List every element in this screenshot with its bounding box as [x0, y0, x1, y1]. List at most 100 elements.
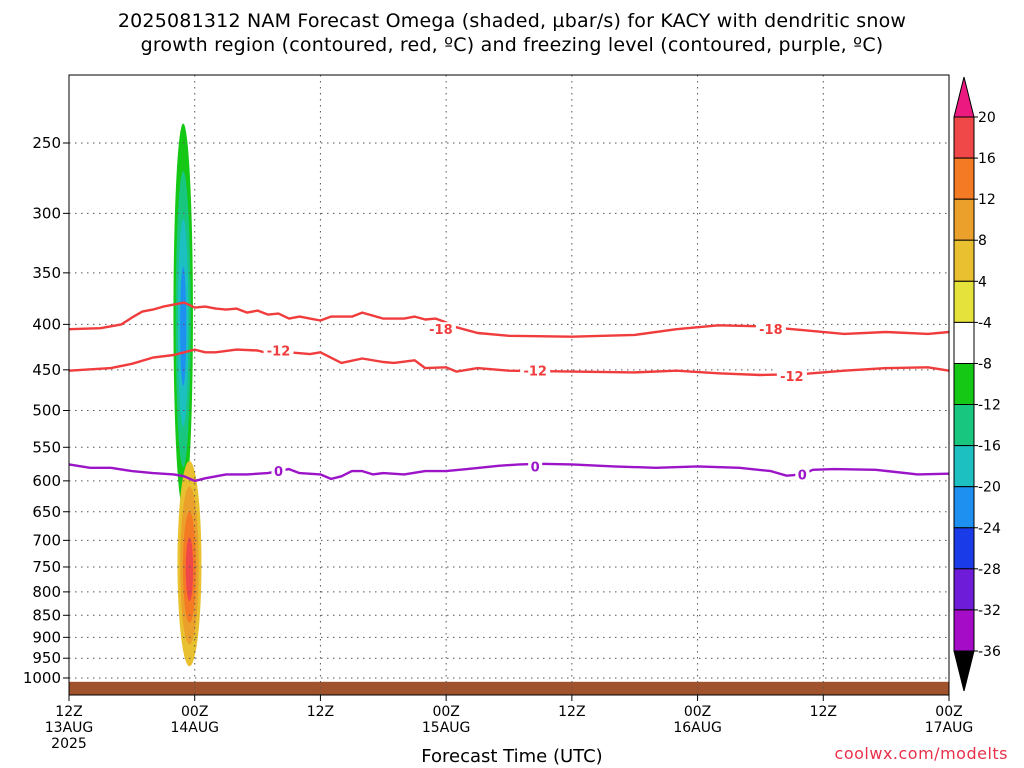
x-tick-label-h0-0: 12Z [55, 704, 82, 720]
colorbar-swatch-7 [953, 404, 975, 447]
contour-label-dgz_minus12-1: -12 [523, 365, 547, 380]
omega-band [180, 266, 187, 386]
omega-shading-layer [171, 75, 430, 669]
y-tick-label-900: 900 [32, 628, 61, 646]
x-tick-label-h12-1: 14AUG [170, 720, 219, 736]
y-tick-label-400: 400 [32, 315, 61, 333]
x-tick-label-h24-0: 12Z [307, 704, 334, 720]
colorbar-swatch-4 [953, 280, 975, 323]
contour-label-bg [795, 467, 810, 482]
colorbar-label-13: -36 [978, 644, 1001, 660]
colorbar-bottom-triangle [953, 650, 975, 692]
y-tick-label-550: 550 [32, 438, 61, 456]
y-tick-label-850: 850 [32, 606, 61, 624]
contour-label-freezing_level-1: 0 [531, 460, 540, 475]
colorbar-swatch-5 [953, 321, 975, 364]
pressure-axis: 250 300 350 400 450 500 550 600 650 700 750 800 850 9… [23, 134, 69, 687]
y-tick-label-800: 800 [32, 583, 61, 601]
contour-label-bg [271, 464, 286, 479]
colorbar-label-6: -8 [978, 356, 992, 372]
contour-label-dgz_minus18-1: -18 [759, 323, 783, 338]
contour-label-bg [263, 343, 294, 358]
x-tick-label-h36-0: 00Z [432, 704, 459, 720]
y-tick-label-500: 500 [32, 402, 61, 420]
colorbar-swatch-6 [953, 363, 975, 406]
colorbar-label-10: -24 [978, 521, 1001, 537]
colorbar-label-1: 16 [978, 151, 996, 167]
contour-label-dgz_minus12-2: -12 [780, 370, 804, 385]
colorbar-swatch-9 [953, 486, 975, 529]
x-axis-title: Forecast Time (UTC) [421, 746, 603, 767]
y-tick-label-300: 300 [32, 204, 61, 222]
x-tick-label-h60-1: 16AUG [673, 720, 722, 736]
ground-fill [69, 681, 949, 695]
colorbar: 20 16 12 8 4 -4 -8 -12 -16 -20 -24 -28 -32 -36 [953, 76, 1001, 692]
omega-cell-cell-mid-b [392, 244, 417, 444]
x-tick-label-h48-0: 12Z [558, 704, 585, 720]
chart-title-line-2: growth region (contoured, red, ºC) and f… [140, 34, 884, 56]
omega-cell-main-low-downward [177, 461, 202, 667]
x-tick-label-h36-1: 15AUG [422, 720, 471, 736]
y-tick-label-250: 250 [32, 134, 61, 152]
x-tick-label-h72-0: 12Z [810, 704, 837, 720]
contour-label-dgz_minus12-0: -12 [267, 344, 291, 359]
omega-band [185, 537, 194, 602]
chart-title-line-1: 2025081312 NAM Forecast Omega (shaded, µ… [117, 10, 907, 32]
colorbar-swatch-10 [953, 527, 975, 570]
contour-dgz_minus12 [68, 348, 950, 377]
colorbar-label-4: 4 [978, 274, 987, 290]
contour-layer: -18 -18 -12 -12 -12 0 0 0 [68, 301, 950, 483]
x-tick-label-h0-1: 13AUG [45, 720, 94, 736]
x-tick-label-h60-0: 00Z [684, 704, 711, 720]
colorbar-top-triangle [953, 76, 975, 118]
omega-cell-up-low-d [394, 624, 404, 669]
y-tick-label-1000: 1000 [23, 669, 61, 687]
colorbar-swatch-8 [953, 445, 975, 488]
colorbar-label-11: -28 [978, 562, 1001, 578]
contour-label-bg [520, 363, 551, 378]
omega-band [392, 244, 417, 444]
colorbar-label-9: -20 [978, 480, 1001, 496]
omega-band [284, 213, 294, 262]
x-tick-label-h12-0: 00Z [181, 704, 208, 720]
y-tick-label-650: 650 [32, 503, 61, 521]
colorbar-swatch-11 [953, 568, 975, 611]
colorbar-label-5: -4 [978, 315, 992, 331]
colorbar-label-3: 8 [978, 233, 987, 249]
colorbar-swatch-3 [953, 239, 975, 282]
credit-link[interactable]: coolwx.com/modelts [834, 744, 1008, 763]
contour-label-bg [528, 459, 543, 474]
contour-dgz_minus18 [68, 301, 950, 338]
y-tick-label-700: 700 [32, 531, 61, 549]
y-tick-label-350: 350 [32, 264, 61, 282]
omega-cell-main-upward-plume [171, 75, 196, 549]
y-tick-label-450: 450 [32, 361, 61, 379]
colorbar-swatch-12 [953, 609, 975, 652]
omega-band [231, 81, 242, 166]
x-tick-label-h0-2: 2025 [51, 736, 87, 752]
plot-frame [68, 74, 950, 696]
contour-label-bg [425, 322, 456, 337]
grid-layer [69, 75, 949, 695]
colorbar-label-12: -32 [978, 603, 1001, 619]
contour-label-freezing_level-2: 0 [798, 468, 807, 483]
y-tick-label-750: 750 [32, 558, 61, 576]
colorbar-swatch-2 [953, 198, 975, 241]
colorbar-swatch-1 [953, 157, 975, 200]
ground-layer [69, 681, 949, 695]
colorbar-swatch-0 [953, 116, 975, 159]
colorbar-label-8: -16 [978, 439, 1001, 455]
y-tick-label-950: 950 [32, 649, 61, 667]
omega-band [394, 624, 404, 669]
x-tick-label-h84-1: 17AUG [925, 720, 974, 736]
colorbar-label-0: 20 [978, 110, 996, 126]
contour-label-bg [776, 368, 807, 383]
x-tick-label-h84-0: 00Z [935, 704, 962, 720]
contour-label-bg [755, 322, 786, 337]
contour-freezing_level [68, 462, 950, 483]
omega-cell-cell-upper-a [231, 81, 242, 166]
y-tick-label-600: 600 [32, 472, 61, 490]
contour-label-freezing_level-0: 0 [274, 465, 283, 480]
